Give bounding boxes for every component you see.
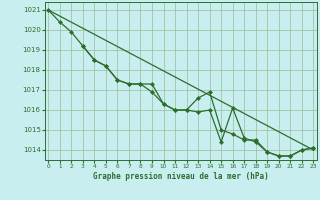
X-axis label: Graphe pression niveau de la mer (hPa): Graphe pression niveau de la mer (hPa) [93, 172, 269, 181]
